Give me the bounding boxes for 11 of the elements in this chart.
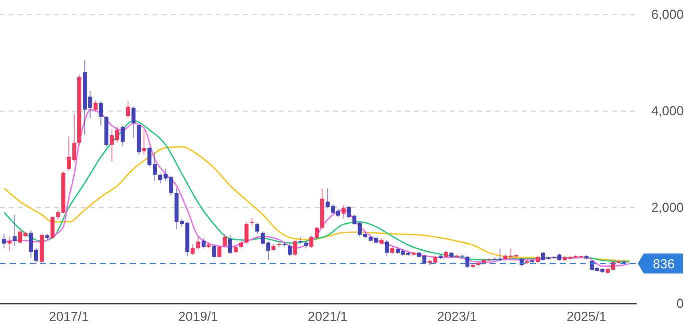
line-series — [4, 146, 630, 262]
x-tick-label: 2025/1 — [566, 309, 607, 324]
y-tick-label: 2,000 — [651, 200, 684, 215]
x-tick-label: 2019/1 — [178, 309, 218, 324]
y-tick-label: 6,000 — [651, 7, 684, 22]
y-tick-label: 4,000 — [651, 103, 684, 118]
y-tick-label: 0 — [676, 296, 684, 312]
x-tick-label: 2017/1 — [49, 309, 89, 324]
x-tick-label: 2021/1 — [308, 309, 348, 324]
x-tick-label: 2023/1 — [437, 309, 478, 324]
ref-line-label: 836 — [653, 256, 675, 272]
